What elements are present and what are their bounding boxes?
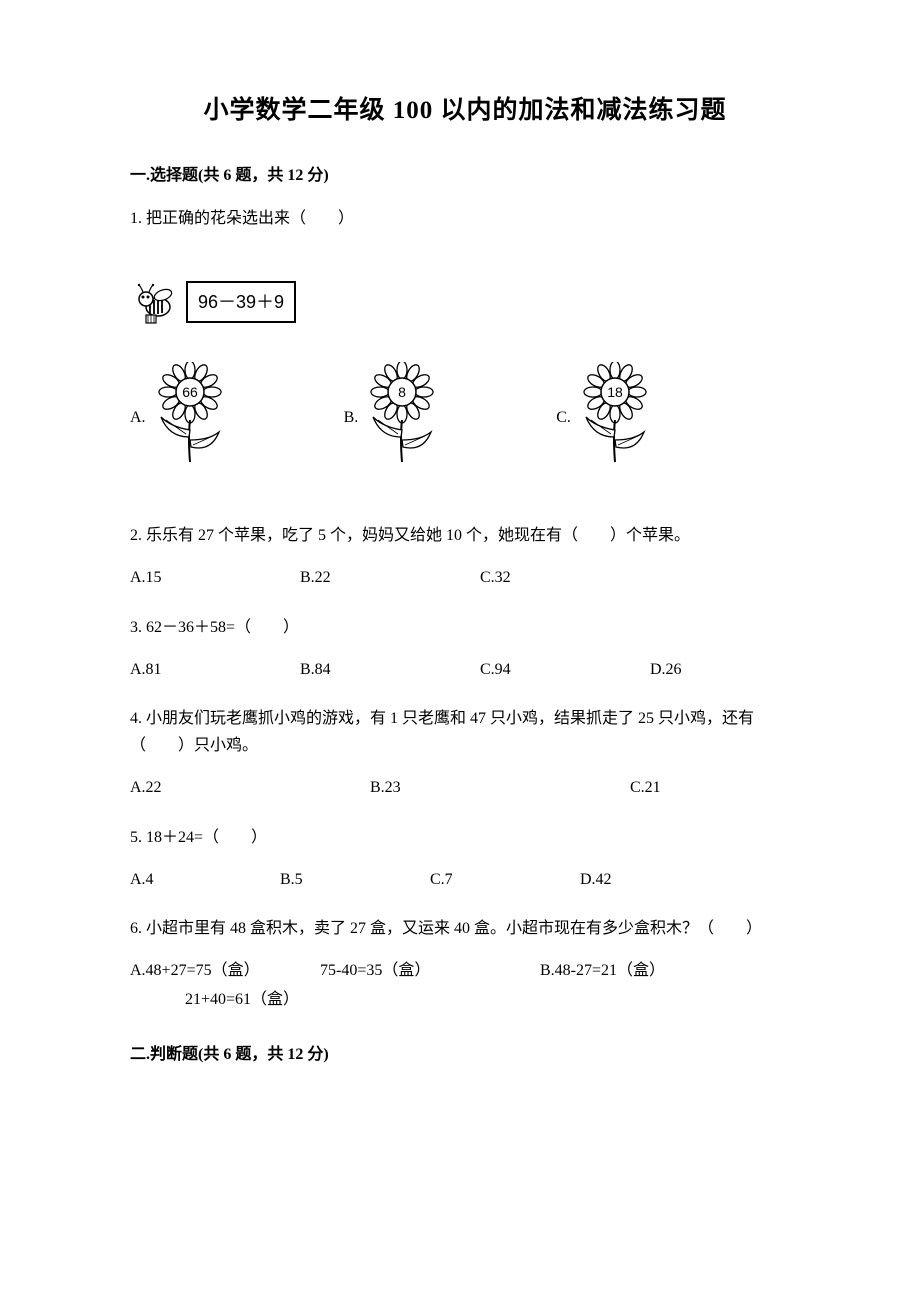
q4-opt-b: B.23: [370, 774, 630, 801]
q6-text: 6. 小超市里有 48 盒积木，卖了 27 盒，又运来 40 盒。小超市现在有多…: [130, 915, 800, 942]
section-2-header: 二.判断题(共 6 题，共 12 分): [130, 1040, 800, 1064]
q4-text: 4. 小朋友们玩老鹰抓小鸡的游戏，有 1 只老鹰和 47 只小鸡，结果抓走了 2…: [130, 705, 800, 759]
q2-text: 2. 乐乐有 27 个苹果，吃了 5 个，妈妈又给她 10 个，她现在有（ ）个…: [130, 522, 800, 549]
flower-icon: 8: [363, 362, 441, 472]
svg-text:66: 66: [182, 384, 198, 400]
option-label: A.: [130, 404, 146, 431]
question-5: 5. 18＋24=（ ） A.4 B.5 C.7 D.42: [130, 824, 800, 893]
q1-option-a: A. 66: [130, 362, 229, 472]
q3-text: 3. 62－36＋58=（ ）: [130, 614, 800, 641]
question-1: 1. 把正确的花朵选出来（ ） 96－39＋9 A.: [130, 205, 800, 472]
q3-opt-b: B.84: [300, 656, 480, 683]
q3-options: A.81 B.84 C.94 D.26: [130, 656, 800, 683]
bee-icon: [130, 277, 180, 327]
svg-text:8: 8: [398, 384, 406, 400]
q2-opt-a: A.15: [130, 564, 300, 591]
q1-options: A. 66 B.: [130, 362, 800, 472]
question-4: 4. 小朋友们玩老鹰抓小鸡的游戏，有 1 只老鹰和 47 只小鸡，结果抓走了 2…: [130, 705, 800, 802]
flower-icon: 18: [576, 362, 654, 472]
question-6: 6. 小超市里有 48 盒积木，卖了 27 盒，又运来 40 盒。小超市现在有多…: [130, 915, 800, 1015]
q5-options: A.4 B.5 C.7 D.42: [130, 866, 800, 893]
svg-text:18: 18: [607, 384, 623, 400]
q1-text: 1. 把正确的花朵选出来（ ）: [130, 205, 800, 232]
page-title: 小学数学二年级 100 以内的加法和减法练习题: [130, 90, 800, 126]
flower-icon: 66: [151, 362, 229, 472]
q5-opt-c: C.7: [430, 866, 580, 893]
q3-opt-c: C.94: [480, 656, 650, 683]
q2-opt-b: B.22: [300, 564, 480, 591]
q2-opt-c: C.32: [480, 564, 650, 591]
q5-opt-d: D.42: [580, 866, 700, 893]
section-1-header: 一.选择题(共 6 题，共 12 分): [130, 161, 800, 185]
q4-opt-a: A.22: [130, 774, 370, 801]
question-2: 2. 乐乐有 27 个苹果，吃了 5 个，妈妈又给她 10 个，她现在有（ ）个…: [130, 522, 800, 591]
q6-opt-a2: 75-40=35（盒）: [320, 957, 540, 986]
bee-equation: 96－39＋9: [130, 277, 296, 327]
q5-text: 5. 18＋24=（ ）: [130, 824, 800, 851]
q1-option-b: B. 8: [344, 362, 442, 472]
q6-opt-a1: A.48+27=75（盒）: [130, 957, 320, 986]
q3-opt-d: D.26: [650, 656, 770, 683]
q1-option-c: C. 18: [556, 362, 654, 472]
question-3: 3. 62－36＋58=（ ） A.81 B.84 C.94 D.26: [130, 614, 800, 683]
q4-opt-c: C.21: [630, 774, 750, 801]
option-label: C.: [556, 404, 571, 431]
q6-opt-b1: B.48-27=21（盒）: [540, 957, 665, 986]
q3-opt-a: A.81: [130, 656, 300, 683]
q5-opt-a: A.4: [130, 866, 280, 893]
q6-options: A.48+27=75（盒） 75-40=35（盒） B.48-27=21（盒） …: [130, 957, 800, 1015]
q5-opt-b: B.5: [280, 866, 430, 893]
equation-box: 96－39＋9: [186, 281, 296, 324]
option-label: B.: [344, 404, 359, 431]
q2-options: A.15 B.22 C.32: [130, 564, 800, 591]
q4-options: A.22 B.23 C.21: [130, 774, 800, 801]
q6-opt-b2: 21+40=61（盒）: [130, 986, 800, 1015]
